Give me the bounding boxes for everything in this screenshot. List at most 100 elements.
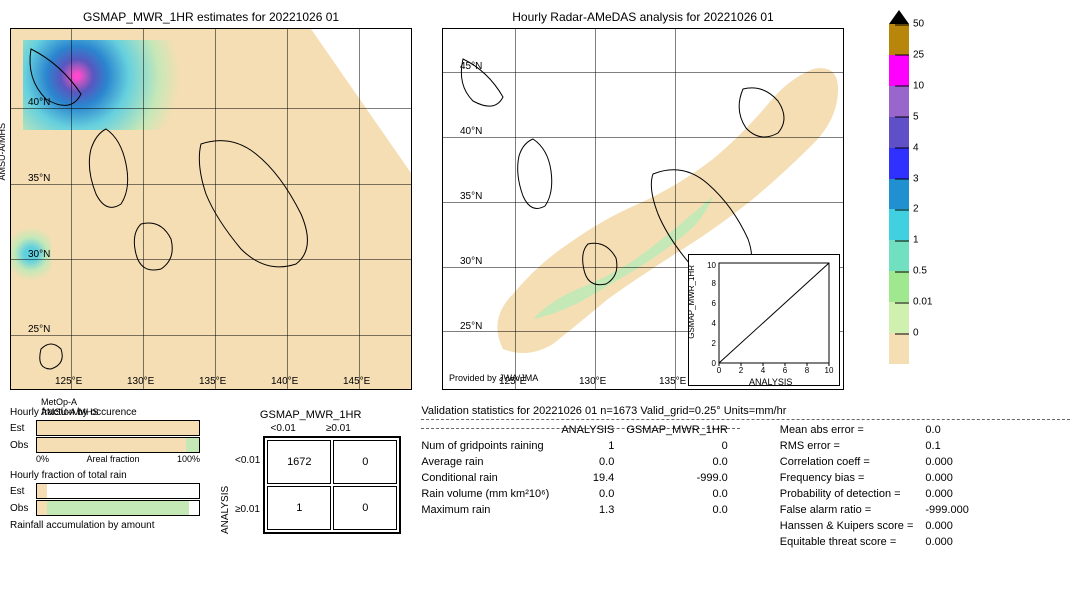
ct-row1: ≥0.01	[235, 504, 260, 515]
stat-val: 0.0	[925, 422, 980, 438]
svg-text:10: 10	[707, 261, 716, 270]
map-left: 40°N 35°N 30°N 25°N 125°E 130°E 135°E 14…	[10, 28, 412, 390]
stats-h-a: ANALYSIS	[561, 422, 626, 438]
stat-val: 0.1	[925, 438, 980, 454]
stat-b: 0.0	[626, 486, 739, 502]
svg-text:0: 0	[717, 366, 722, 375]
stat-label: Hanssen & Kuipers score =	[780, 518, 926, 534]
stat-a: 19.4	[561, 470, 626, 486]
occ-title: Hourly fraction by occurence	[10, 407, 200, 418]
stat-label: Average rain	[421, 454, 561, 470]
colorbar-tick: 1	[913, 235, 919, 246]
obs-label: Obs	[10, 440, 36, 451]
lat-tick: 40°N	[28, 97, 50, 108]
stat-label: Rain volume (mm km²10⁶)	[421, 486, 561, 502]
lat-tick: 25°N	[460, 321, 482, 332]
figure-root: GSMAP_MWR_1HR estimates for 20221026 01	[10, 10, 1070, 550]
colorbar-segment	[889, 148, 909, 179]
stat-label: RMS error =	[780, 438, 926, 454]
colorbar-segment	[889, 55, 909, 86]
svg-text:2: 2	[739, 366, 744, 375]
colorbar-segment	[889, 24, 909, 55]
svg-text:8: 8	[805, 366, 810, 375]
map-left-panel: GSMAP_MWR_1HR estimates for 20221026 01	[10, 10, 412, 390]
map-right-panel: Hourly Radar-AMeDAS analysis for 2022102…	[442, 10, 844, 390]
colorbar-tick: 2	[913, 204, 919, 215]
lower-row: Hourly fraction by occurence Est Obs 0% A…	[10, 405, 1070, 550]
ct-10: 1	[267, 486, 331, 530]
svg-text:0: 0	[712, 359, 717, 368]
map-right-title: Hourly Radar-AMeDAS analysis for 2022102…	[512, 10, 773, 24]
lat-tick: 30°N	[460, 256, 482, 267]
svg-text:6: 6	[783, 366, 788, 375]
colorbar-segment	[889, 271, 909, 302]
contingency-table: GSMAP_MWR_1HR <0.01 ≥0.01 ANALYSIS <0.01…	[220, 409, 401, 534]
ct-col0: <0.01	[271, 423, 296, 434]
stat-label: Correlation coeff =	[780, 454, 926, 470]
svg-text:6: 6	[712, 299, 717, 308]
svg-text:10: 10	[825, 366, 834, 375]
stat-a: 0.0	[561, 486, 626, 502]
stat-a: 1.3	[561, 502, 626, 518]
occ-est-bar	[36, 420, 200, 436]
est-label: Est	[10, 423, 36, 434]
stat-label: Maximum rain	[421, 502, 561, 518]
precip-cluster	[23, 40, 203, 130]
colorbar-tick: 50	[913, 19, 924, 30]
provider-text: Provided by JWA/JMA	[449, 373, 538, 383]
tot-title: Hourly fraction of total rain	[10, 470, 200, 481]
ct-side-label: ANALYSIS	[220, 436, 231, 534]
svg-text:4: 4	[761, 366, 766, 375]
colorbar-tick: 10	[913, 80, 924, 91]
colorbar-tick: 3	[913, 173, 919, 184]
lon-tick: 135°E	[199, 376, 226, 387]
stat-label: Conditional rain	[421, 470, 561, 486]
dash-line	[421, 419, 1070, 420]
maps-row: GSMAP_MWR_1HR estimates for 20221026 01	[10, 10, 1070, 390]
lon-tick: 140°E	[271, 376, 298, 387]
svg-text:4: 4	[712, 319, 717, 328]
colorbar-arrow-icon	[889, 10, 909, 24]
colorbar: 502510543210.50.010	[889, 10, 909, 364]
ct-col1: ≥0.01	[326, 423, 351, 434]
obs-label-2: Obs	[10, 503, 36, 514]
colorbar-segment	[889, 209, 909, 240]
stat-b: -999.0	[626, 470, 739, 486]
ct-00: 1672	[267, 440, 331, 484]
stat-b: 0.0	[626, 454, 739, 470]
colorbar-segment	[889, 117, 909, 148]
lat-tick: 30°N	[28, 249, 50, 260]
stats-right-col: Mean abs error =0.0RMS error =0.1Correla…	[780, 422, 981, 550]
stat-label: False alarm ratio =	[780, 502, 926, 518]
colorbar-tick: 0.5	[913, 266, 927, 277]
colorbar-tick: 0	[913, 328, 919, 339]
stat-a: 0.0	[561, 454, 626, 470]
scatter-ylabel: GSMAP_MWR_1HR	[687, 265, 696, 339]
svg-text:2: 2	[712, 339, 717, 348]
stat-label: Probability of detection =	[780, 486, 926, 502]
lat-tick: 35°N	[460, 191, 482, 202]
stat-val: 0.000	[925, 470, 980, 486]
colorbar-segment	[889, 86, 909, 117]
map-left-title: GSMAP_MWR_1HR estimates for 20221026 01	[83, 10, 339, 24]
stats-left-col: ANALYSISGSMAP_MWR_1HR Num of gridpoints …	[421, 422, 739, 550]
stat-label: Mean abs error =	[780, 422, 926, 438]
colorbar-tick: 4	[913, 142, 919, 153]
stat-val: -999.000	[925, 502, 980, 518]
lon-tick: 130°E	[579, 376, 606, 387]
stat-val: 0.000	[925, 454, 980, 470]
sat2-sensor: AMSU-A/MHS	[41, 407, 99, 417]
lon-tick: 125°E	[55, 376, 82, 387]
stat-a: 1	[561, 438, 626, 454]
axis-100: 100%	[177, 454, 200, 464]
accum-title: Rainfall accumulation by amount	[10, 520, 200, 531]
ct-01: 0	[333, 440, 397, 484]
occ-obs-bar	[36, 437, 200, 453]
ct-title: GSMAP_MWR_1HR	[260, 409, 361, 421]
stat-val: 0.000	[925, 518, 980, 534]
est-label-2: Est	[10, 486, 36, 497]
axis-0: 0%	[36, 454, 49, 464]
scatter-xlabel: ANALYSIS	[749, 377, 792, 387]
colorbar-tick: 5	[913, 111, 919, 122]
colorbar-tick: 25	[913, 49, 924, 60]
